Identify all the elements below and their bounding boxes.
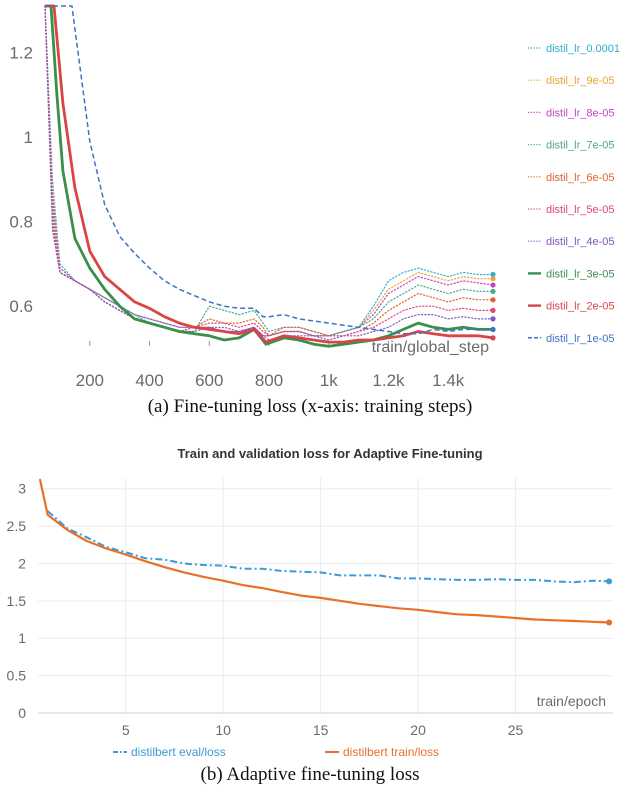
caption-b: (b) Adaptive fine-tuning loss (201, 764, 420, 785)
series-line-distil-lr-7e-05 (44, 5, 494, 337)
series-line-distil-lr-8e-05 (44, 5, 494, 337)
x-tick-label: 1.2k (372, 371, 405, 390)
legend-label-distil-lr-2e-05: distil_lr_2e-05 (546, 301, 614, 313)
x-tick-label: 200 (76, 371, 104, 390)
series-line-distil-lr-9e-05 (44, 5, 494, 337)
y-tick-label: 1 (24, 128, 33, 147)
y-tick-label: 1 (18, 630, 26, 646)
x-tick-label: 400 (135, 371, 163, 390)
end-point-distil-lr-0-0001 (490, 271, 496, 278)
legend-label-distil-lr-5e-05: distil_lr_5e-05 (546, 204, 614, 216)
legend-label-distil-lr-8e-05: distil_lr_8e-05 (546, 107, 614, 119)
x-tick-label: 20 (410, 722, 426, 738)
x-axis-label: train/global_step (372, 339, 490, 356)
series-lines (38, 478, 610, 624)
legend: distil_lr_0.0001 distil_lr_9e-05 distil_lr… (528, 43, 620, 345)
y-tick-label: 0.8 (9, 213, 33, 232)
end-point-distilbert-train-loss (606, 619, 613, 626)
fine-tuning-loss-chart: 0.6 0.8 1 1.2 200 400 600 800 1k 1.2k 1.4k train/… (9, 4, 620, 417)
legend: distilbert eval/loss distilbert train/los… (113, 745, 439, 759)
x-tick-label: 1.4k (432, 371, 465, 390)
y-tick-label: 2 (18, 555, 26, 571)
end-point-distilbert-eval-loss (606, 578, 613, 585)
x-axis-ticks: 200 400 600 800 1k 1.2k 1.4k (76, 341, 465, 390)
y-axis-ticks: 0.6 0.8 1 1.2 (9, 44, 33, 317)
x-tick-label: 1k (320, 371, 338, 390)
x-tick-label: 600 (195, 371, 223, 390)
caption-a: (a) Fine-tuning loss (x-axis: training s… (148, 396, 473, 417)
end-point-distil-lr-8e-05 (490, 282, 496, 288)
x-axis-ticks: 5 10 15 20 25 (122, 722, 524, 738)
series-end-points (606, 578, 613, 626)
legend-label-distil-lr-6e-05: distil_lr_6e-05 (546, 172, 614, 184)
y-tick-label: 0.6 (9, 297, 33, 316)
series-line-distil-lr-0-0001 (44, 5, 494, 337)
legend-label-distil-lr-3e-05: distil_lr_3e-05 (546, 268, 614, 280)
y-axis-ticks: 0 0.5 1 1.5 2 2.5 3 (7, 481, 27, 721)
gridlines (38, 478, 613, 714)
end-point-distil-lr-5e-05 (490, 307, 496, 314)
end-point-distil-lr-6e-05 (490, 297, 496, 303)
series-line-distilbert-eval-loss (47, 510, 610, 584)
x-tick-label: 800 (255, 371, 283, 390)
end-point-distil-lr-1e-05 (490, 326, 496, 333)
y-tick-label: 1.2 (9, 44, 33, 63)
end-point-distil-lr-2e-05 (490, 335, 496, 341)
series-line-distil-lr-3e-05 (45, 4, 493, 348)
series-line-distil-lr-2e-05 (45, 4, 494, 344)
series-lines (44, 4, 494, 348)
legend-label-distil-lr-0-0001: distil_lr_0.0001 (546, 43, 620, 55)
series-line-distil-lr-4e-05 (44, 5, 494, 341)
end-point-distil-lr-9e-05 (490, 276, 496, 282)
legend-label-distil-lr-4e-05: distil_lr_4e-05 (546, 236, 614, 248)
legend-label-distilbert-eval-loss: distilbert eval/loss (131, 745, 226, 759)
series-end-points (490, 271, 496, 341)
y-tick-label: 0.5 (7, 668, 27, 684)
x-tick-label: 5 (122, 722, 130, 738)
series-line-distil-lr-1e-05 (45, 5, 493, 335)
series-line-distil-lr-5e-05 (44, 5, 494, 337)
x-tick-label: 25 (508, 722, 524, 738)
legend-label-distil-lr-7e-05: distil_lr_7e-05 (546, 140, 614, 152)
legend-label-distil-lr-9e-05: distil_lr_9e-05 (546, 75, 614, 87)
y-tick-label: 2.5 (7, 518, 27, 534)
legend-label-distilbert-train-loss: distilbert train/loss (343, 745, 439, 759)
x-axis-label: train/epoch (537, 693, 606, 709)
y-tick-label: 1.5 (7, 593, 27, 609)
series-line-distilbert-train-loss (38, 478, 610, 624)
series-line-distil-lr-6e-05 (44, 5, 494, 337)
chart-title: Train and validation loss for Adaptive F… (177, 446, 482, 461)
y-tick-label: 3 (18, 481, 26, 497)
x-tick-label: 10 (215, 722, 231, 738)
adaptive-fine-tuning-loss-chart: Train and validation loss for Adaptive F… (7, 446, 613, 785)
x-tick-label: 15 (313, 722, 329, 738)
end-point-distil-lr-4e-05 (490, 316, 496, 322)
end-point-distil-lr-7e-05 (490, 288, 496, 294)
legend-label-distil-lr-1e-05: distil_lr_1e-05 (546, 333, 614, 345)
y-tick-label: 0 (18, 705, 26, 721)
